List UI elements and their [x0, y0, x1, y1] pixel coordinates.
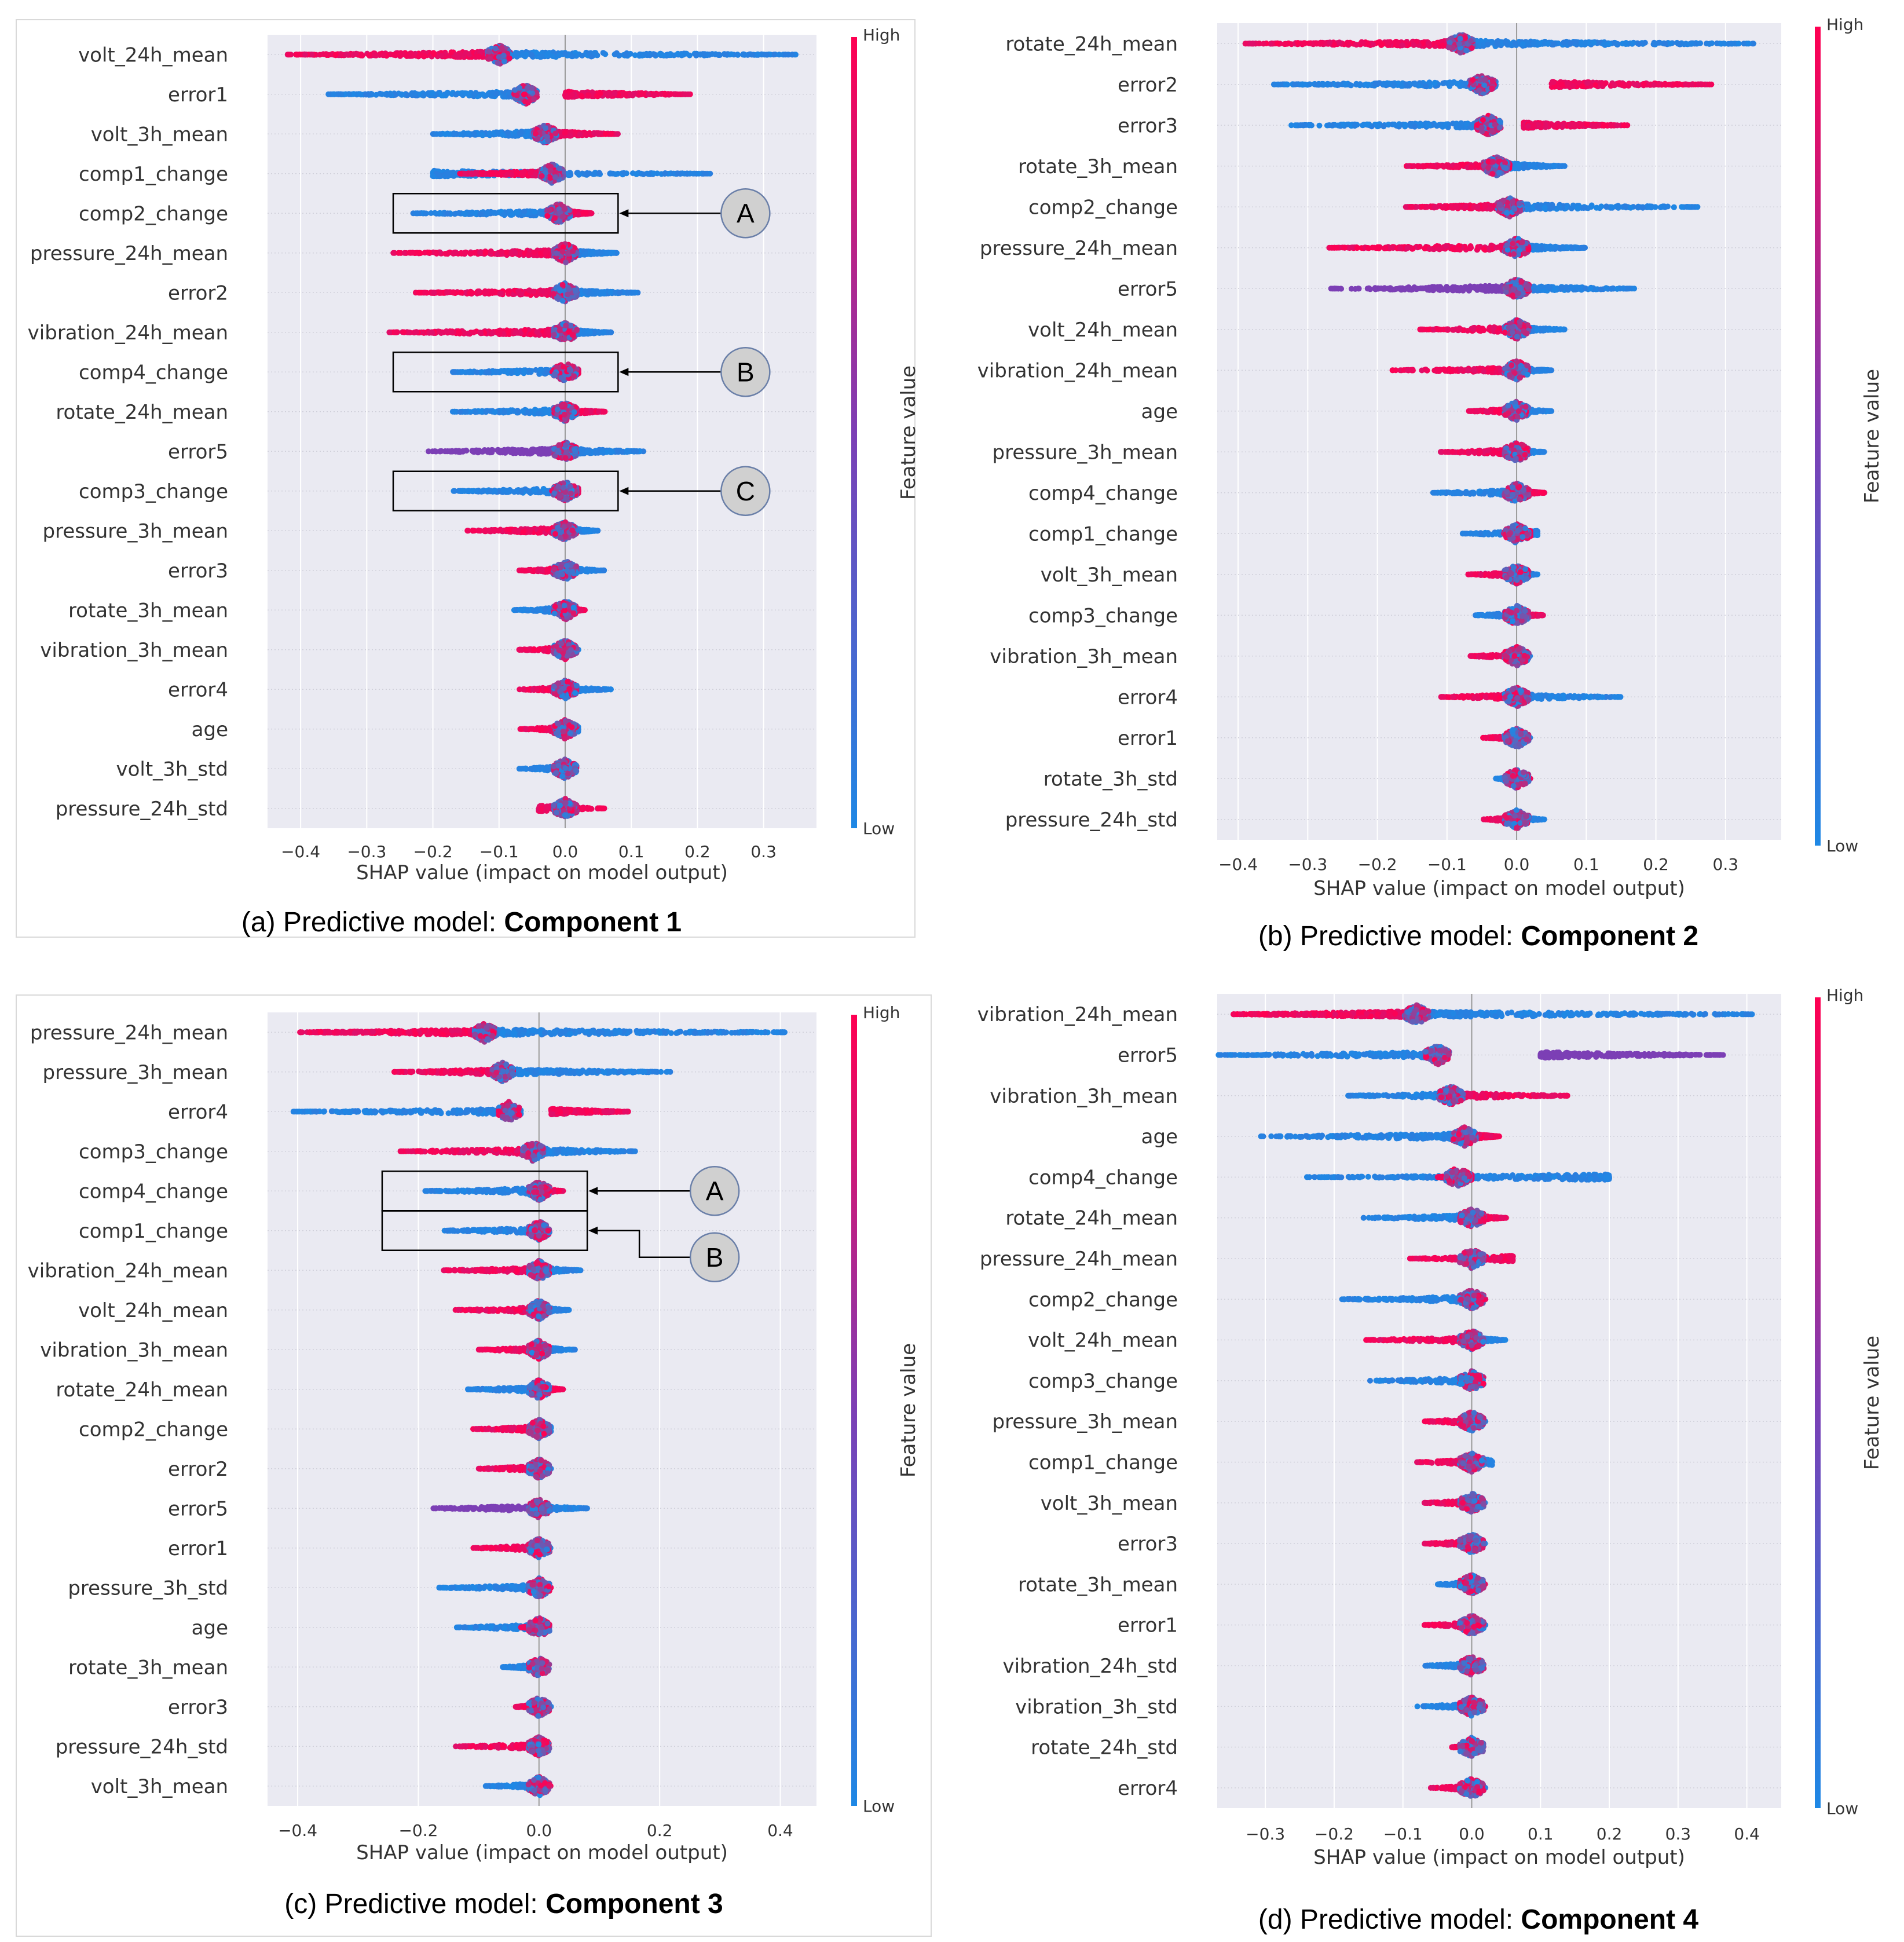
shap-point-low: [386, 92, 392, 98]
shap-point-dense: [517, 85, 522, 91]
shap-point-low: [430, 90, 435, 96]
shap-point-dense: [514, 93, 520, 98]
shap-point-low: [539, 54, 545, 60]
shap-point-high: [476, 53, 482, 59]
shap-point-low: [453, 92, 459, 97]
shap-point-low: [562, 51, 568, 57]
shap-point-high: [668, 91, 674, 97]
shap-point-high: [366, 52, 372, 58]
shap-point-low: [709, 51, 715, 57]
shap-point-high: [323, 51, 329, 57]
shap-point-high: [612, 90, 618, 96]
shap-point-dense: [521, 92, 527, 97]
shap-point-low: [623, 52, 629, 57]
shap-point-low: [556, 53, 562, 58]
shap-point-low: [493, 91, 499, 97]
shap-point-high: [662, 92, 668, 97]
shap-point-high: [286, 52, 292, 57]
shap-point-low: [409, 90, 415, 96]
shap-point-high: [417, 53, 423, 58]
shap-point-low: [399, 92, 405, 97]
shap-point-low: [445, 90, 451, 96]
shap-point-low: [439, 93, 445, 98]
shap-point-low: [479, 92, 485, 97]
shap-point-low: [529, 52, 534, 58]
shap-point-low: [716, 52, 722, 57]
shap-point-low: [421, 93, 427, 98]
shap-point-low: [657, 51, 663, 57]
shap-point-high: [393, 53, 398, 58]
shap-point-low: [728, 52, 734, 57]
shap-point-low: [789, 52, 795, 57]
shap-point-low: [363, 92, 369, 98]
shap-point-high: [338, 51, 344, 57]
shap-point-dense: [495, 60, 501, 66]
shap-point-dense: [507, 56, 512, 61]
shap-point-low: [783, 52, 789, 57]
shap-point-low: [601, 50, 606, 56]
shap-point-high: [302, 52, 308, 57]
shap-point-high: [438, 53, 444, 58]
shap-point-high: [372, 51, 378, 57]
shap-point-high: [463, 50, 469, 56]
shap-point-dense: [529, 85, 535, 91]
shap-point-high: [683, 92, 689, 97]
shap-point-low: [594, 53, 600, 58]
shap-point-low: [616, 53, 622, 58]
shap-point-high: [646, 92, 651, 97]
shap-point-high: [455, 54, 461, 60]
shap-point-dense: [493, 46, 499, 52]
shap-point-low: [643, 51, 649, 57]
shap-point-low: [404, 93, 410, 98]
shap-point-low: [464, 90, 470, 96]
shap-point-high: [623, 91, 628, 97]
shap-point-low: [579, 53, 585, 58]
shap-point-dense: [531, 96, 537, 102]
shap-point-low: [723, 52, 728, 57]
shap-point-high: [638, 90, 644, 96]
shap-point-low: [693, 53, 699, 58]
shap-point-low: [777, 52, 782, 57]
shap-point-low: [520, 52, 526, 58]
shap-point-high: [344, 52, 350, 57]
shap-point-dense: [486, 49, 492, 54]
shap-point-high: [652, 92, 658, 98]
shap-point-low: [652, 52, 658, 57]
shap-point-high: [398, 50, 404, 56]
shap-point-low: [546, 50, 552, 56]
shap-point-low: [473, 90, 479, 96]
shap-point-dense: [501, 58, 507, 64]
shap-point-low: [489, 93, 495, 99]
shap-point-dense: [499, 45, 505, 51]
shap-point-low: [569, 53, 575, 59]
shap-point-low: [755, 52, 761, 57]
panel-a: volt_24h_meanerror1volt_3h_meancomp1_cha…: [16, 20, 920, 938]
shap-point-low: [331, 92, 336, 97]
shap-point-high: [675, 92, 681, 97]
shap-point-high: [380, 52, 386, 58]
shap-point-high: [578, 93, 584, 99]
shap-point-high: [448, 49, 454, 55]
plot-area: [268, 35, 816, 828]
shap-point-low: [701, 52, 706, 57]
shap-point-high: [360, 53, 365, 58]
shap-point-high: [333, 52, 339, 57]
shap-point-high: [431, 51, 437, 57]
shap-point-low: [763, 52, 769, 58]
shap-point-low: [346, 92, 352, 97]
shap-point-high: [294, 52, 299, 57]
shap-point-dense: [487, 56, 493, 61]
shap-point-low: [586, 50, 592, 56]
shap-point-high: [569, 92, 575, 98]
shap-point-high: [353, 51, 359, 57]
shap-point-low: [678, 51, 684, 57]
shap-point-high: [598, 90, 603, 96]
shap-point-high: [605, 90, 610, 96]
shap-point-low: [740, 52, 746, 57]
shap-point-low: [357, 91, 363, 97]
shap-point-dense: [496, 54, 502, 60]
figure-canvas: volt_24h_meanerror1volt_3h_meancomp1_cha…: [0, 0, 1904, 1942]
